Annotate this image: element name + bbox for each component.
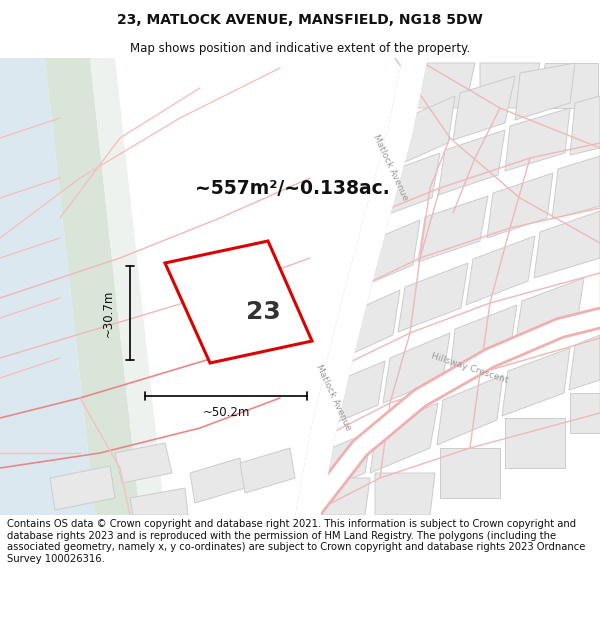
Polygon shape: [418, 196, 488, 262]
Polygon shape: [487, 173, 553, 238]
Polygon shape: [115, 443, 172, 483]
Polygon shape: [440, 448, 500, 498]
Polygon shape: [570, 393, 600, 433]
Polygon shape: [0, 58, 95, 515]
Polygon shape: [515, 278, 584, 346]
Polygon shape: [305, 431, 372, 498]
Polygon shape: [450, 305, 517, 374]
Polygon shape: [312, 478, 370, 515]
Polygon shape: [515, 63, 575, 120]
Polygon shape: [438, 130, 505, 195]
Polygon shape: [466, 236, 535, 305]
Polygon shape: [534, 211, 600, 278]
Polygon shape: [453, 76, 515, 140]
Polygon shape: [358, 220, 420, 288]
Polygon shape: [240, 448, 295, 493]
Polygon shape: [90, 58, 165, 515]
Text: Hillsway Crescent: Hillsway Crescent: [430, 351, 509, 385]
Polygon shape: [569, 335, 600, 390]
Text: Matlock Avenue: Matlock Avenue: [314, 364, 352, 432]
Polygon shape: [165, 241, 312, 363]
Polygon shape: [336, 290, 400, 361]
Text: Contains OS data © Crown copyright and database right 2021. This information is : Contains OS data © Crown copyright and d…: [7, 519, 586, 564]
Polygon shape: [398, 263, 468, 332]
Polygon shape: [383, 333, 450, 403]
Polygon shape: [190, 458, 245, 503]
Polygon shape: [370, 403, 438, 473]
Polygon shape: [45, 58, 140, 515]
Polygon shape: [552, 156, 600, 219]
Text: ~557m²/~0.138ac.: ~557m²/~0.138ac.: [195, 179, 390, 198]
Text: ~30.7m: ~30.7m: [101, 289, 115, 337]
Text: 23, MATLOCK AVENUE, MANSFIELD, NG18 5DW: 23, MATLOCK AVENUE, MANSFIELD, NG18 5DW: [117, 12, 483, 27]
Polygon shape: [505, 108, 570, 171]
Polygon shape: [502, 348, 570, 416]
Text: 23: 23: [247, 300, 281, 324]
Polygon shape: [570, 96, 600, 155]
Polygon shape: [130, 488, 188, 515]
Polygon shape: [437, 375, 503, 445]
Polygon shape: [318, 361, 385, 430]
Polygon shape: [505, 418, 565, 468]
Text: ~50.2m: ~50.2m: [202, 406, 250, 419]
Polygon shape: [378, 153, 440, 218]
Polygon shape: [415, 63, 475, 108]
Text: Map shows position and indicative extent of the property.: Map shows position and indicative extent…: [130, 42, 470, 55]
Text: Matlock Avenue: Matlock Avenue: [371, 134, 409, 202]
Polygon shape: [50, 466, 115, 510]
Polygon shape: [375, 473, 435, 515]
Polygon shape: [535, 63, 598, 108]
Polygon shape: [480, 63, 540, 108]
Polygon shape: [398, 96, 455, 165]
